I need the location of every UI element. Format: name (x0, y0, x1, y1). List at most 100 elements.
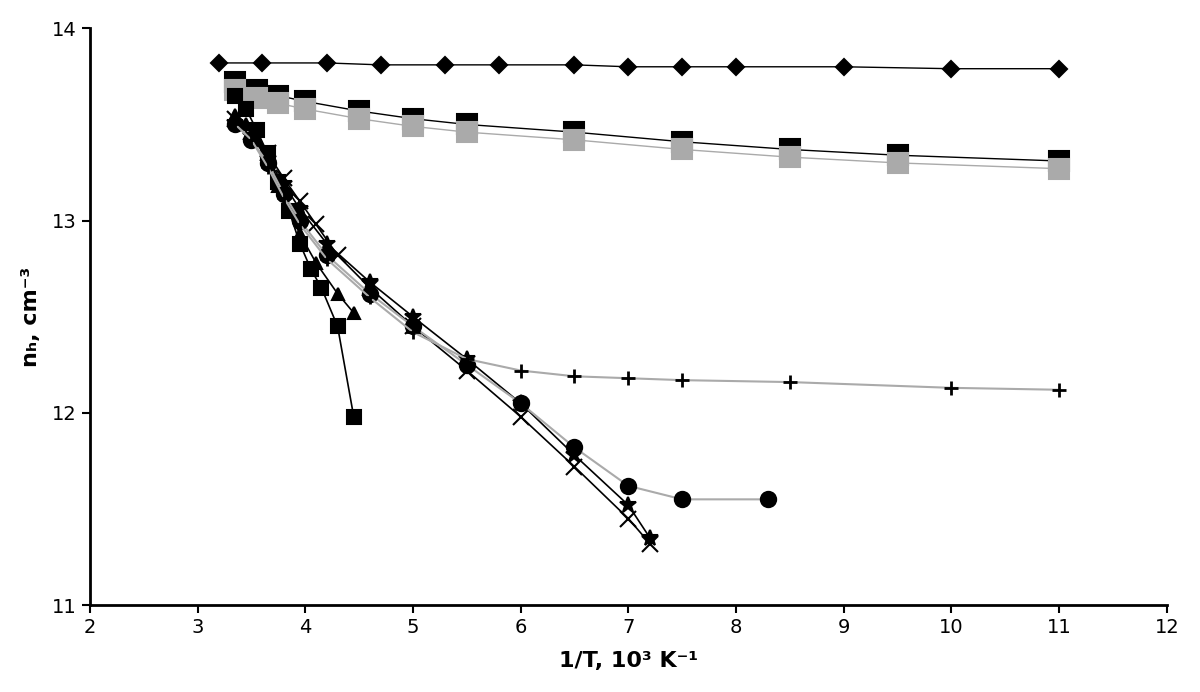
5 (319, 239, 334, 248)
6 (514, 399, 528, 408)
8 (228, 78, 242, 86)
9 (1052, 165, 1067, 173)
7 (622, 374, 636, 383)
1 (492, 61, 506, 69)
1 (622, 63, 636, 71)
2 (293, 239, 307, 248)
8 (1052, 157, 1067, 165)
3 (330, 289, 344, 298)
4 (260, 149, 275, 158)
6 (674, 495, 689, 504)
Line: 7: 7 (228, 118, 1066, 397)
4 (228, 115, 242, 123)
2 (250, 126, 264, 134)
3 (250, 136, 264, 144)
5 (260, 155, 275, 163)
5 (362, 278, 377, 286)
4 (460, 366, 474, 374)
8 (406, 115, 420, 123)
7 (362, 293, 377, 302)
7 (514, 366, 528, 374)
Line: 6: 6 (228, 117, 776, 507)
5 (514, 399, 528, 408)
4 (568, 462, 582, 471)
6 (761, 495, 775, 504)
4 (622, 514, 636, 522)
5 (245, 132, 259, 140)
5 (276, 180, 290, 188)
3 (228, 111, 242, 119)
1 (568, 61, 582, 69)
3 (347, 309, 361, 317)
5 (228, 118, 242, 127)
4 (362, 284, 377, 292)
Line: 5: 5 (227, 114, 659, 546)
7 (460, 355, 474, 363)
7 (276, 193, 290, 201)
2 (239, 105, 253, 113)
9 (250, 93, 264, 102)
7 (228, 120, 242, 129)
4 (514, 412, 528, 421)
1 (836, 63, 851, 71)
3 (293, 230, 307, 238)
3 (239, 120, 253, 129)
5 (622, 501, 636, 509)
3 (271, 182, 286, 190)
X-axis label: 1/T, 10³ K⁻¹: 1/T, 10³ K⁻¹ (559, 651, 698, 671)
3 (282, 207, 296, 215)
6 (245, 136, 259, 144)
8 (674, 138, 689, 146)
6 (228, 120, 242, 129)
Line: 9: 9 (226, 80, 1069, 179)
4 (406, 322, 420, 331)
1 (212, 59, 227, 67)
7 (944, 383, 959, 392)
4 (643, 539, 658, 547)
6 (622, 482, 636, 490)
7 (1052, 385, 1067, 394)
Line: 2: 2 (228, 89, 361, 424)
9 (406, 122, 420, 131)
2 (282, 207, 296, 215)
9 (568, 136, 582, 144)
6 (319, 251, 334, 260)
1 (438, 61, 452, 69)
1 (319, 59, 334, 67)
5 (643, 534, 658, 542)
7 (406, 328, 420, 336)
8 (352, 107, 366, 115)
1 (254, 59, 269, 67)
6 (362, 289, 377, 298)
7 (293, 220, 307, 228)
9 (271, 99, 286, 107)
9 (890, 158, 905, 167)
Line: 8: 8 (226, 73, 1069, 171)
2 (304, 264, 318, 273)
6 (276, 190, 290, 198)
8 (460, 120, 474, 129)
2 (314, 284, 329, 292)
7 (319, 255, 334, 263)
7 (245, 136, 259, 144)
2 (330, 322, 344, 331)
5 (568, 451, 582, 459)
9 (674, 145, 689, 154)
4 (330, 251, 344, 260)
1 (728, 63, 743, 71)
7 (782, 378, 797, 386)
5 (293, 205, 307, 213)
2 (271, 178, 286, 186)
6 (293, 217, 307, 225)
Y-axis label: nₕ, cm⁻³: nₕ, cm⁻³ (20, 266, 41, 367)
6 (460, 361, 474, 369)
3 (308, 259, 323, 267)
7 (674, 376, 689, 384)
4 (276, 174, 290, 183)
1 (373, 61, 388, 69)
9 (298, 105, 312, 113)
8 (568, 128, 582, 136)
6 (568, 444, 582, 452)
6 (406, 322, 420, 331)
9 (460, 128, 474, 136)
